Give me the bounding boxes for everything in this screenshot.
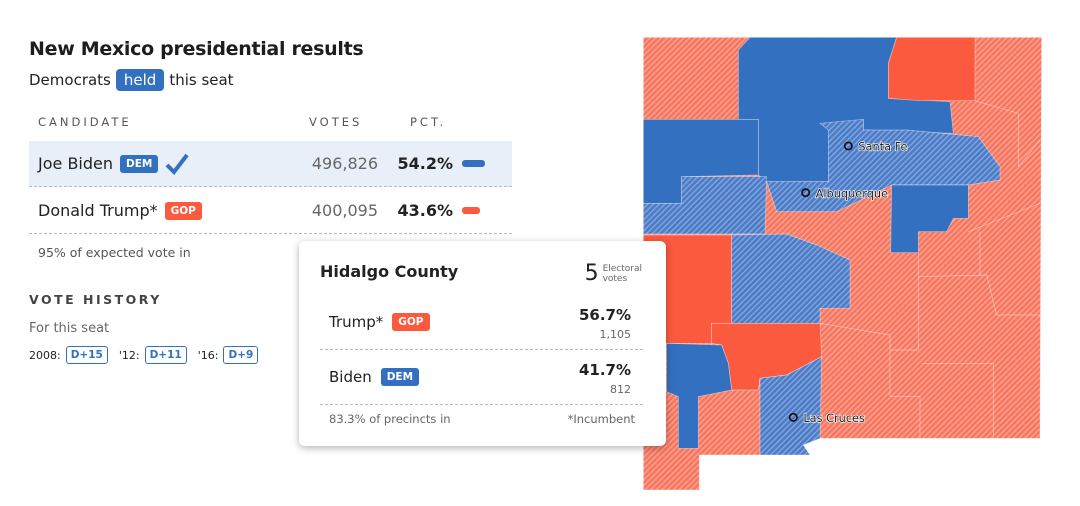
header-candidate: CANDIDATE (38, 115, 132, 129)
candidate-name: Donald Trump* (38, 201, 158, 220)
precincts-reporting: 83.3% of precincts in (329, 412, 451, 426)
vote-pct: 43.6% (397, 201, 453, 220)
county-dona-ana[interactable] (759, 356, 823, 456)
candidate-row-biden[interactable]: Joe Biden DEM 496,826 54.2% (29, 141, 512, 187)
tooltip-county-name: Hidalgo County (320, 262, 459, 281)
county-san-miguel[interactable] (890, 184, 969, 253)
electoral-votes: 5 Electoral votes (585, 261, 642, 286)
expected-vote: 95% of expected vote in (38, 245, 191, 260)
history-year: '12: (118, 348, 140, 362)
seat-status: Democrats held this seat (29, 69, 234, 91)
held-badge: held (115, 69, 165, 91)
city-label: Santa Fe (858, 140, 907, 154)
tooltip-candidate: Biden (329, 368, 372, 386)
party-badge: GOP (164, 201, 202, 220)
county-tooltip: Hidalgo County 5 Electoral votes Trump* GO… (299, 241, 666, 446)
winner-check-icon (165, 153, 189, 175)
vote-count: 496,826 (311, 154, 378, 173)
header-pct: PCT. (410, 115, 447, 129)
county-colfax[interactable] (888, 37, 976, 101)
city-markers: Santa Fe Albuquerque Las Cruces (788, 139, 908, 426)
tooltip-votes: 1,105 (599, 328, 632, 341)
party-badge: GOP (392, 313, 430, 331)
page-title: New Mexico presidential results (29, 38, 364, 60)
candidate-row-trump[interactable]: Donald Trump* GOP 400,095 43.6% (29, 188, 512, 234)
county-cibola[interactable] (643, 176, 768, 235)
history-margin: D+15 (65, 346, 108, 364)
tooltip-candidate: Trump* (329, 313, 384, 331)
history-margin: D+9 (223, 346, 259, 364)
candidate-name: Joe Biden (38, 154, 113, 173)
electoral-votes-count: 5 (584, 261, 599, 286)
history-margin: D+11 (144, 346, 187, 364)
county-sierra[interactable] (711, 323, 823, 391)
vote-history-list: 2008: D+15 '12: D+11 '16: D+9 (29, 346, 264, 364)
city-marker-icon (801, 188, 811, 198)
votes-label: votes (602, 273, 628, 284)
city-label: Las Cruces (803, 411, 865, 425)
tooltip-pct: 41.7% (578, 361, 631, 379)
seat-status-suffix: this seat (169, 71, 234, 89)
history-year: '16: (197, 348, 219, 362)
pct-bar (462, 160, 485, 167)
tooltip-pct: 56.7% (578, 306, 631, 324)
city-marker-icon (788, 412, 798, 422)
history-year: 2008: (29, 348, 61, 362)
tooltip-row-biden: Biden DEM 41.7% 812 (320, 351, 643, 405)
incumbent-note: *Incumbent (567, 412, 635, 426)
vote-history-subtitle: For this seat (29, 321, 110, 336)
electoral-label: Electoral (602, 263, 642, 274)
vote-history-title: VOTE HISTORY (29, 292, 162, 307)
seat-status-prefix: Democrats (29, 71, 111, 89)
header-votes: VOTES (309, 115, 363, 129)
vote-pct: 54.2% (397, 154, 453, 173)
vote-count: 400,095 (311, 201, 378, 220)
city-label: Albuquerque (816, 186, 888, 200)
county-map[interactable]: Santa Fe Albuquerque Las Cruces (640, 30, 1050, 495)
party-badge: DEM (380, 368, 420, 386)
party-badge: DEM (120, 154, 159, 173)
tooltip-votes: 812 (610, 383, 631, 396)
city-marker-icon (843, 141, 853, 151)
tooltip-row-trump: Trump* GOP 56.7% 1,105 (320, 296, 643, 350)
county-grant-hidalgo[interactable] (666, 342, 733, 449)
pct-bar (462, 207, 481, 214)
